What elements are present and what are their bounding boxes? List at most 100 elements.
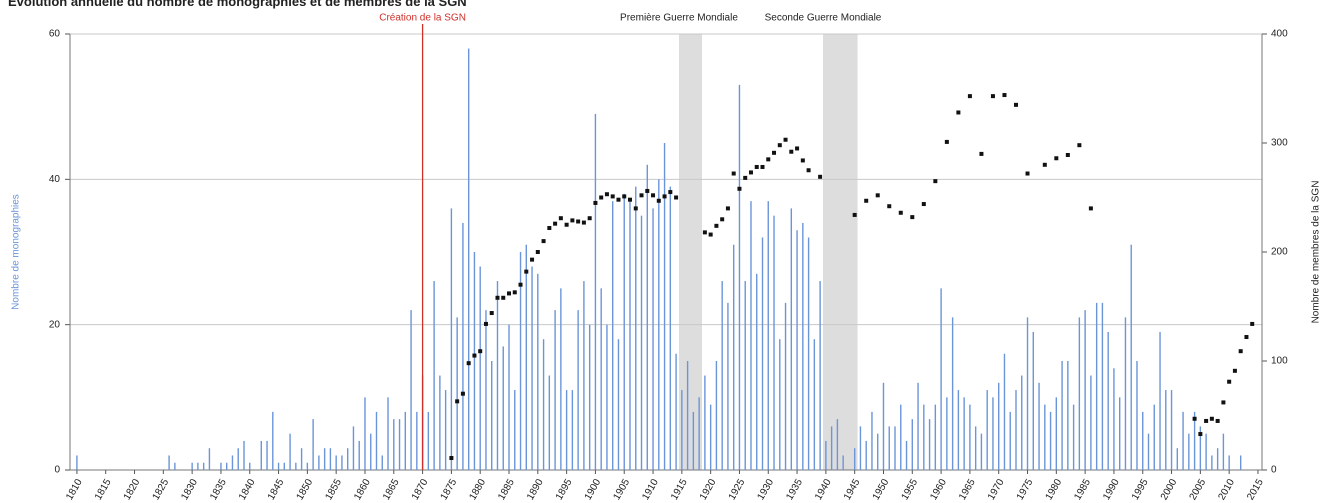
- bar: [882, 382, 885, 470]
- member-point: [507, 291, 512, 296]
- member-point: [921, 202, 926, 207]
- bar: [934, 404, 937, 470]
- bar: [1165, 390, 1167, 470]
- x-tick-label: 1905: [611, 477, 632, 502]
- x-tick-label: 1945: [842, 477, 863, 502]
- bar: [1078, 317, 1081, 470]
- x-tick-label: 1910: [640, 477, 661, 502]
- bar: [721, 281, 723, 470]
- bar: [629, 201, 631, 470]
- bar: [652, 208, 654, 470]
- member-point: [1204, 418, 1209, 423]
- bar: [807, 237, 810, 470]
- member-point: [864, 198, 869, 203]
- bar: [594, 113, 597, 470]
- member-point: [789, 149, 794, 154]
- bar: [1118, 397, 1121, 470]
- member-point: [1042, 162, 1047, 167]
- member-point: [1088, 206, 1093, 211]
- x-tick-label: 1840: [237, 477, 258, 502]
- member-point: [1025, 171, 1030, 176]
- member-point: [760, 164, 765, 169]
- bar: [1061, 361, 1063, 470]
- bar: [174, 462, 176, 470]
- bar: [1147, 433, 1150, 470]
- x-tick-label: 1925: [727, 477, 748, 502]
- member-point: [1198, 432, 1203, 437]
- bar: [277, 462, 280, 470]
- member-point: [1002, 93, 1007, 98]
- bar: [1072, 404, 1075, 470]
- bar: [704, 375, 706, 470]
- x-tick-label: 1835: [208, 477, 229, 502]
- member-point: [1065, 152, 1070, 157]
- bar: [715, 361, 718, 470]
- bar: [485, 310, 487, 470]
- bar: [433, 281, 435, 470]
- bar: [491, 361, 493, 470]
- bar: [571, 390, 574, 470]
- bar: [871, 411, 873, 470]
- member-point: [772, 150, 777, 155]
- member-point: [656, 198, 661, 203]
- bar: [427, 411, 430, 470]
- x-tick-label: 2000: [1159, 477, 1180, 502]
- member-point: [645, 188, 650, 193]
- x-tick-label: 1845: [266, 477, 287, 502]
- bar: [612, 201, 614, 470]
- y-tick-label: 40: [49, 174, 61, 185]
- bar: [773, 215, 775, 470]
- bar: [709, 404, 712, 470]
- x-tick-label: 1815: [93, 477, 114, 502]
- member-point: [535, 250, 540, 254]
- bar: [577, 310, 579, 470]
- bar: [531, 266, 533, 470]
- member-point: [460, 391, 465, 396]
- member-point: [472, 353, 477, 358]
- member-point: [737, 186, 742, 191]
- bar: [312, 419, 314, 470]
- x-tick-label: 1850: [295, 477, 316, 502]
- bar: [456, 317, 458, 470]
- bar: [358, 440, 360, 470]
- bar: [732, 244, 735, 470]
- member-point: [748, 170, 753, 175]
- bar: [519, 252, 522, 470]
- bar: [346, 448, 349, 470]
- bar: [1009, 411, 1011, 470]
- bar: [1182, 411, 1184, 470]
- bar: [819, 281, 821, 470]
- member-point: [610, 194, 615, 199]
- bar: [1032, 331, 1034, 470]
- x-tick-label: 1885: [496, 477, 517, 502]
- x-tick-label: 1970: [986, 477, 1007, 502]
- y2-tick-label: 300: [1271, 138, 1288, 149]
- bar: [352, 426, 355, 470]
- member-point: [541, 239, 546, 244]
- y-tick-label: 60: [49, 29, 61, 40]
- bar: [865, 440, 867, 470]
- member-point: [512, 290, 517, 295]
- bar: [341, 455, 343, 470]
- y2-tick-label: 100: [1271, 356, 1288, 367]
- bar: [606, 324, 608, 470]
- bar: [1239, 455, 1242, 470]
- bar: [231, 455, 234, 470]
- x-tick-label: 1940: [813, 477, 834, 502]
- bar: [842, 455, 844, 470]
- annotation-label: Seconde Guerre Mondiale: [765, 13, 882, 24]
- member-point: [933, 179, 938, 184]
- bar: [761, 237, 764, 470]
- bar: [1170, 390, 1173, 470]
- bar: [76, 455, 78, 470]
- x-tick-label: 2005: [1188, 477, 1209, 502]
- bar: [318, 455, 320, 470]
- bar: [588, 324, 591, 470]
- bar: [681, 390, 683, 470]
- member-point: [1054, 156, 1059, 161]
- member-point: [564, 222, 569, 227]
- member-point: [455, 399, 460, 404]
- bar: [825, 440, 827, 470]
- member-point: [702, 230, 707, 235]
